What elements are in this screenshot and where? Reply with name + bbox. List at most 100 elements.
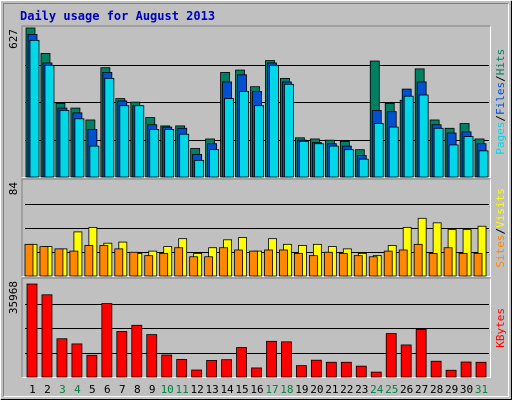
x-tick-label: 1	[29, 383, 36, 396]
middle-panel-frame-shadow	[21, 178, 490, 276]
top-panel-frame-shadow	[21, 25, 490, 177]
x-tick-label: 27	[415, 383, 428, 396]
x-tick-label: 12	[191, 383, 204, 396]
pages-bar	[209, 149, 220, 178]
top-panel-legend-item: /	[494, 75, 507, 82]
pages-bar	[104, 77, 115, 178]
x-tick-label: 22	[340, 383, 353, 396]
x-tick-label: 28	[430, 383, 443, 396]
pages-bar	[478, 150, 489, 178]
pages-bar	[74, 118, 85, 178]
pages-bar	[388, 126, 399, 178]
x-tick-label: 5	[89, 383, 96, 396]
kbytes-bar	[355, 365, 367, 378]
sites-bar	[234, 249, 243, 277]
x-tick-label: 20	[310, 383, 323, 396]
sites-bar	[428, 252, 438, 277]
kbytes-bar	[236, 347, 247, 378]
sites-bar	[413, 243, 423, 277]
top-panel-frame-highlight	[22, 26, 491, 178]
kbytes-bar	[385, 333, 397, 378]
kbytes-bar	[41, 294, 53, 378]
x-tick-label: 16	[250, 383, 263, 396]
kbytes-bar	[161, 354, 173, 378]
x-tick-label: 7	[119, 383, 126, 396]
x-tick-label: 23	[355, 383, 368, 396]
kbytes-bar	[116, 331, 128, 378]
x-tick-label: 26	[400, 383, 413, 396]
x-tick-label: 31	[475, 383, 488, 396]
sites-bar	[294, 252, 303, 277]
chart-title: Daily usage for August 2013	[20, 9, 215, 23]
kbytes-bar	[191, 369, 203, 378]
x-tick-label: 8	[134, 383, 141, 396]
pages-bar	[373, 123, 384, 178]
kbytes-bar	[370, 371, 382, 378]
x-tick-label: 15	[235, 383, 248, 396]
kbytes-bar	[56, 338, 68, 378]
sites-bar	[54, 248, 64, 277]
x-tick-label: 14	[220, 383, 234, 396]
pages-bar	[433, 127, 444, 178]
kbytes-bar	[430, 360, 442, 378]
kbytes-bar	[415, 329, 427, 378]
kbytes-bar	[86, 354, 98, 378]
sites-bar	[24, 243, 34, 277]
x-tick-label: 2	[44, 383, 51, 396]
x-tick-label: 21	[325, 383, 338, 396]
pages-bar	[254, 105, 264, 178]
bottom-panel-y-max-label: 35968	[7, 281, 20, 314]
top-panel-legend-item: Files	[494, 82, 507, 115]
x-tick-label: 13	[205, 383, 218, 396]
pages-bar	[418, 94, 429, 178]
pages-bar	[44, 64, 55, 178]
top-panel-legend-item: /	[494, 115, 507, 122]
bottom-panel-legend: KBytes	[494, 308, 507, 348]
pages-bar	[134, 105, 145, 178]
bottom-panel-legend-item: KBytes	[494, 308, 507, 348]
sites-bar	[189, 256, 199, 277]
sites-bar	[443, 247, 453, 277]
x-tick-label: 3	[59, 383, 66, 396]
pages-bar	[403, 95, 414, 178]
pages-bar	[299, 140, 309, 178]
middle-panel-legend-item: Visits	[494, 188, 507, 228]
sites-bar	[144, 255, 154, 277]
sites-bar	[129, 251, 139, 277]
kbytes-bar	[146, 334, 158, 378]
pages-bar	[284, 83, 294, 178]
pages-bar	[194, 159, 205, 178]
sites-bar	[204, 256, 214, 277]
x-tick-label: 29	[445, 383, 458, 396]
pages-bar	[224, 98, 234, 178]
inner-frame-dark	[3, 3, 508, 396]
sites-bar	[99, 245, 109, 277]
sites-bar	[174, 247, 184, 277]
x-tick-label: 19	[295, 383, 308, 396]
middle-panel-legend-item: /	[494, 228, 507, 235]
kbytes-bar	[296, 365, 307, 378]
inner-frame-light	[4, 4, 509, 397]
x-tick-label: 25	[385, 383, 398, 396]
sites-bar	[69, 250, 79, 277]
middle-panel-legend-item: Sites	[494, 234, 507, 267]
x-tick-label: 6	[104, 383, 111, 396]
top-panel-legend-item: Hits	[494, 49, 507, 76]
x-tick-label: 10	[161, 383, 174, 396]
top-panel-legend-item: Pages	[494, 122, 507, 155]
x-tick-label: 17	[265, 383, 278, 396]
kbytes-bar	[325, 361, 337, 378]
middle-panel-legend: Sites/Visits	[494, 188, 507, 268]
pages-bar	[328, 145, 339, 178]
pages-bar	[59, 110, 70, 178]
sites-bar	[308, 255, 318, 277]
x-tick-label: 18	[280, 383, 293, 396]
visits-sites-panel: 84 Sites/Visits	[7, 178, 507, 277]
kbytes-bar	[281, 341, 292, 378]
top-panel-y-max-label: 627	[7, 29, 20, 49]
sites-bar	[323, 251, 333, 277]
